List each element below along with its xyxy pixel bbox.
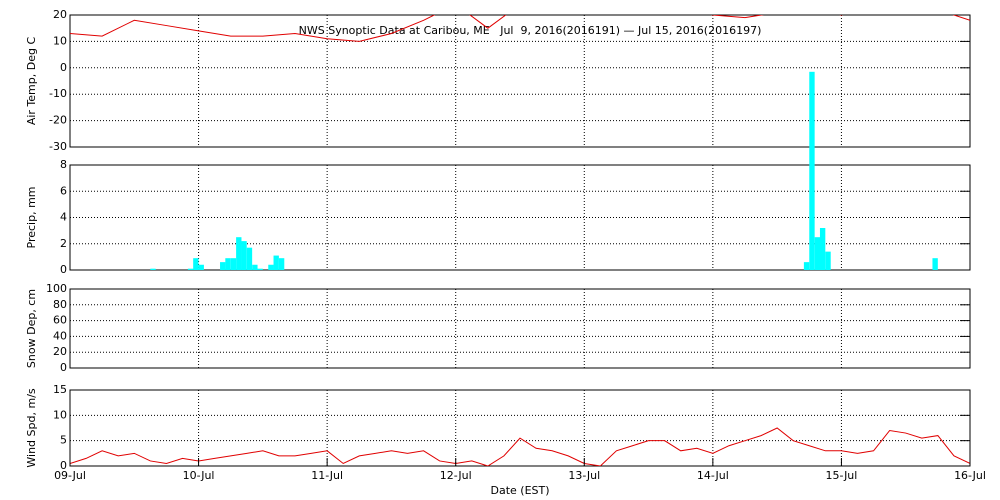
x-tick-label: 15-Jul <box>825 469 857 482</box>
x-tick-label: 12-Jul <box>440 469 472 482</box>
y-tick-label: 40 <box>53 329 67 342</box>
y-tick-label: 0 <box>60 361 67 374</box>
bar <box>193 258 199 270</box>
bar <box>803 262 810 270</box>
bar <box>273 255 279 270</box>
x-axis-label: Date (EST) <box>490 484 549 497</box>
bar <box>150 268 156 270</box>
bar <box>268 264 274 270</box>
x-tick-label: 14-Jul <box>697 469 729 482</box>
y-tick-label: 2 <box>60 237 67 250</box>
y-tick-label: 60 <box>53 314 67 327</box>
bar <box>278 258 285 270</box>
data-line <box>70 15 970 42</box>
bar <box>809 71 815 270</box>
x-tick-label: 10-Jul <box>183 469 215 482</box>
bar <box>225 258 231 270</box>
chart-title: NWS Synoptic Data at Caribou, ME Jul 9, … <box>299 24 762 37</box>
line-group <box>70 15 970 42</box>
line-group <box>70 427 970 466</box>
x-tick-label: 13-Jul <box>568 469 600 482</box>
y-tick-label: 8 <box>60 158 67 171</box>
x-tick-label: 11-Jul <box>311 469 343 482</box>
y-tick-label: 100 <box>46 282 67 295</box>
panel-frame <box>69 14 971 148</box>
y-tick-label: 80 <box>53 298 67 311</box>
y-tick-label: 10 <box>53 34 67 47</box>
x-tick-label: 16-Jul <box>954 469 986 482</box>
bar <box>819 228 826 270</box>
bar <box>257 268 263 270</box>
y-tick-label: 4 <box>60 211 67 224</box>
data-line <box>70 427 970 466</box>
y-axis-label: Air Temp, Deg C <box>25 37 38 126</box>
y-tick-label: 0 <box>60 61 67 74</box>
y-tick-label: 0 <box>60 263 67 276</box>
y-axis-label: Precip, mm <box>25 187 38 249</box>
bar <box>932 258 938 270</box>
y-tick-label: -20 <box>49 114 67 127</box>
y-tick-label: 20 <box>53 345 67 358</box>
bar <box>246 247 253 270</box>
bar <box>825 251 831 270</box>
y-tick-label: 10 <box>53 408 67 421</box>
bar <box>187 268 194 270</box>
x-tick-label: 09-Jul <box>54 469 86 482</box>
y-tick-label: 0 <box>60 459 67 472</box>
panel-frame <box>69 389 971 467</box>
bar <box>198 264 204 270</box>
panel-frame <box>69 288 971 369</box>
y-tick-label: 5 <box>60 434 67 447</box>
y-tick-label: -10 <box>49 87 67 100</box>
y-axis-label: Wind Spd, m/s <box>25 388 38 468</box>
bar <box>241 241 247 270</box>
bar <box>230 258 237 270</box>
panel-frame <box>69 164 971 271</box>
y-tick-label: 15 <box>53 383 67 396</box>
bar <box>814 237 821 270</box>
y-tick-label: 6 <box>60 184 67 197</box>
bar <box>252 264 258 270</box>
y-tick-label: -30 <box>49 140 67 153</box>
bar <box>220 262 226 270</box>
y-axis-label: Snow Dep, cm <box>25 289 38 368</box>
y-tick-label: 20 <box>53 8 67 21</box>
bar <box>236 237 242 270</box>
